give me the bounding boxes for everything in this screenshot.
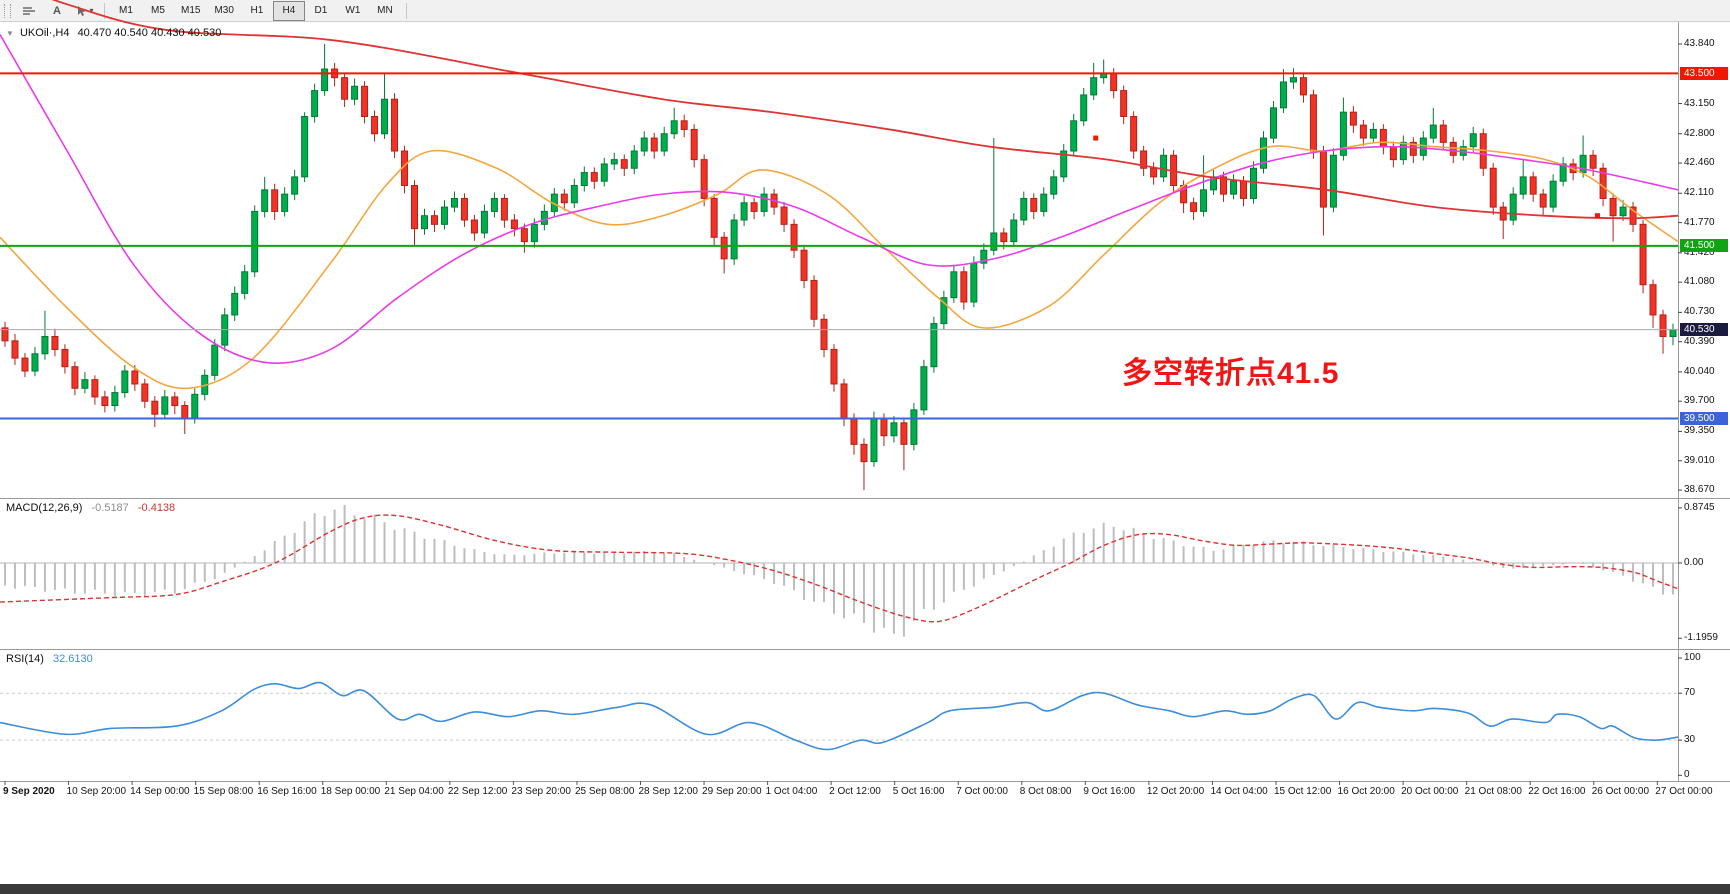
timeframe-button-h1[interactable]: H1 — [250, 5, 264, 16]
price-tick-label: 42.460 — [1684, 157, 1715, 169]
price-badge: 39.500 — [1680, 411, 1728, 425]
price-tick-label: 42.800 — [1684, 127, 1715, 139]
symbol-ohlc-values: 40.470 40.540 40.430 40.530 — [77, 27, 222, 39]
time-tick-label: 20 Oct 00:00 — [1401, 786, 1459, 797]
rsi-name: RSI(14) — [6, 653, 44, 665]
price-tick-label: 39.350 — [1684, 425, 1715, 437]
timeframe-button-m1[interactable]: M1 — [119, 5, 133, 16]
toolbar-grip[interactable] — [4, 3, 11, 18]
time-tick-label: 23 Sep 20:00 — [511, 786, 571, 797]
price-tick-label: 40.730 — [1684, 306, 1715, 318]
time-tick-label: 15 Oct 12:00 — [1274, 786, 1332, 797]
rsi-indicator-label: RSI(14) 32.6130 — [6, 653, 93, 665]
time-tick-label: 18 Sep 00:00 — [320, 786, 381, 797]
toolbar-separator — [104, 2, 105, 19]
price-tick-label: 39.010 — [1684, 454, 1715, 466]
timeframe-buttons: M1 M5 M15 M30 H1 H4 D1 W1 MN — [110, 0, 401, 21]
price-tick-label: 42.110 — [1684, 187, 1714, 199]
price-badge: 41.500 — [1680, 239, 1728, 253]
time-tick-label: 10 Sep 20:00 — [66, 786, 127, 797]
time-tick-label: 5 Oct 16:00 — [892, 786, 945, 797]
price-badge: 43.500 — [1680, 66, 1728, 80]
text-tool-button[interactable]: A — [43, 1, 71, 21]
time-tick-label: 21 Sep 04:00 — [384, 786, 444, 797]
time-tick-label: 12 Oct 20:00 — [1146, 786, 1205, 797]
time-tick-label: 8 Oct 08:00 — [1019, 786, 1072, 797]
price-tick-label: 39.700 — [1684, 395, 1715, 407]
macd-tick-label: -1.1959 — [1684, 632, 1718, 644]
time-tick-label: 9 Sep 2020 — [3, 786, 55, 797]
timeframe-button-w1[interactable]: W1 — [345, 5, 361, 16]
chart-lines-icon — [23, 6, 35, 15]
time-tick-label: 16 Oct 20:00 — [1337, 786, 1395, 797]
price-tick-label: 43.840 — [1684, 38, 1715, 49]
rsi-tick-label: 70 — [1684, 687, 1696, 699]
time-tick-label: 15 Sep 08:00 — [193, 786, 254, 797]
chevron-down-icon: ▾ — [89, 6, 94, 15]
time-tick-label: 2 Oct 12:00 — [829, 786, 881, 797]
price-tick-label: 40.040 — [1684, 365, 1715, 377]
time-tick-label: 26 Oct 00:00 — [1591, 786, 1650, 797]
rsi-value: 32.6130 — [52, 653, 93, 665]
timeframe-button-m15[interactable]: M15 — [181, 5, 201, 16]
time-tick-label: 7 Oct 00:00 — [956, 786, 1008, 797]
symbol-name: UKOil·,H4 — [19, 27, 70, 39]
macd-indicator-label: MACD(12,26,9) -0.5187 -0.4138 — [6, 502, 175, 514]
macd-tick-label: 0.00 — [1684, 556, 1704, 568]
window-bottom-edge — [0, 884, 1730, 894]
price-tick-label: 38.670 — [1684, 484, 1715, 496]
timeframe-button-h4[interactable]: H4 — [272, 0, 305, 21]
symbol-ohlc-label: ▼ UKOil·,H4 40.470 40.540 40.430 40.530 — [6, 27, 221, 39]
time-tick-label: 14 Oct 04:00 — [1210, 786, 1268, 797]
macd-name: MACD(12,26,9) — [6, 502, 83, 514]
price-tick-label: 41.770 — [1684, 216, 1715, 228]
price-badge: 40.530 — [1680, 323, 1728, 337]
time-tick-label: 28 Sep 12:00 — [638, 786, 699, 797]
text-a-icon: A — [53, 4, 61, 17]
collapse-arrow-icon[interactable]: ▼ — [6, 29, 14, 38]
chart-annotation-text: 多空转折点41.5 — [1122, 357, 1340, 390]
time-tick-label: 9 Oct 16:00 — [1083, 786, 1136, 797]
timeframe-button-d1[interactable]: D1 — [314, 5, 328, 16]
rsi-tick-label: 30 — [1684, 734, 1696, 746]
time-tick-label: 27 Oct 00:00 — [1655, 786, 1713, 797]
time-tick-label: 16 Sep 16:00 — [257, 786, 317, 797]
time-tick-label: 22 Sep 12:00 — [447, 786, 508, 797]
timeframe-button-mn[interactable]: MN — [377, 5, 393, 16]
toolbar: A ▾ M1 M5 M15 M30 H1 H4 D1 W1 MN — [0, 0, 1730, 22]
price-tick-label: 43.150 — [1684, 97, 1715, 109]
timeframe-button-m30[interactable]: M30 — [214, 5, 234, 16]
macd-signal-value: -0.4138 — [137, 502, 176, 514]
time-tick-label: 22 Oct 16:00 — [1528, 786, 1586, 797]
timeframe-button-m5[interactable]: M5 — [151, 5, 165, 16]
time-tick-label: 1 Oct 04:00 — [765, 786, 818, 797]
time-tick-label: 25 Sep 08:00 — [574, 786, 635, 797]
rsi-tick-label: 0 — [1684, 769, 1690, 781]
price-tick-label: 41.080 — [1684, 276, 1715, 288]
macd-main-value: -0.5187 — [91, 502, 129, 514]
price-tick-label: 40.390 — [1684, 335, 1715, 347]
time-tick-label: 14 Sep 00:00 — [130, 786, 190, 797]
charts-bar-icon[interactable] — [15, 1, 43, 21]
rsi-tick-label: 100 — [1684, 652, 1701, 664]
macd-tick-label: 0.8745 — [1684, 501, 1715, 513]
time-tick-label: 29 Sep 20:00 — [702, 786, 762, 797]
time-tick-label: 21 Oct 08:00 — [1464, 786, 1522, 797]
toolbar-separator — [405, 2, 407, 19]
